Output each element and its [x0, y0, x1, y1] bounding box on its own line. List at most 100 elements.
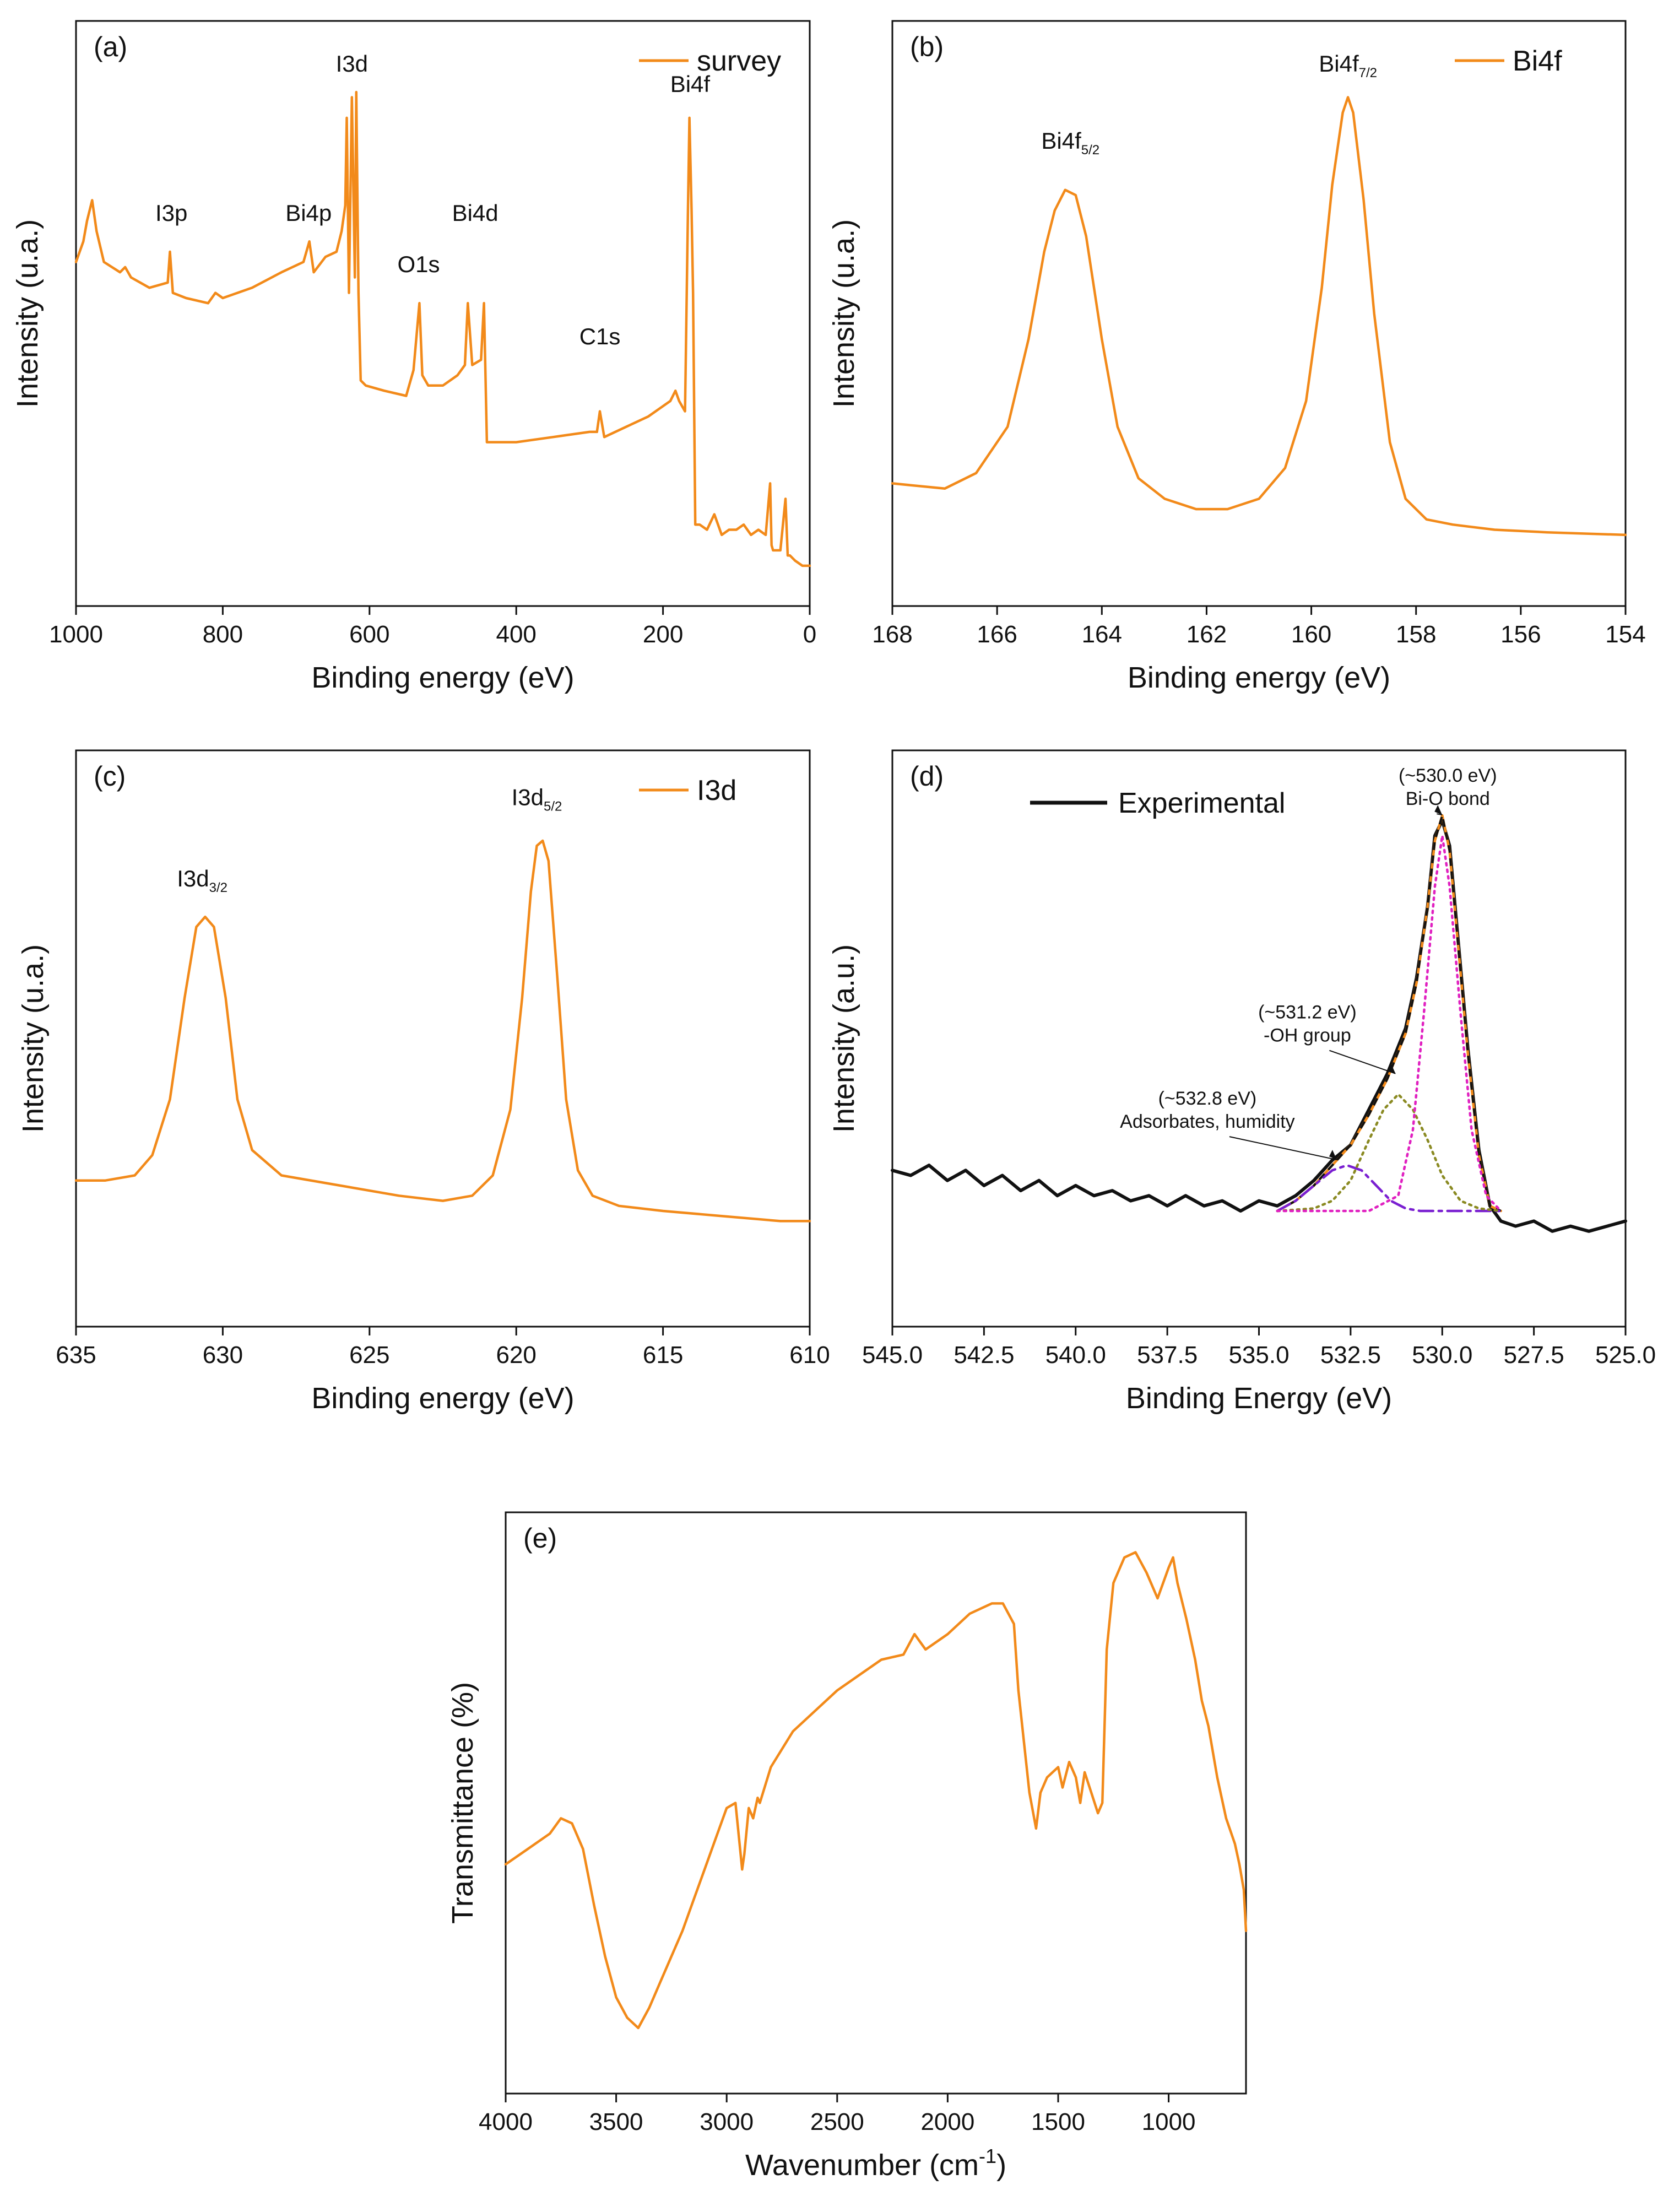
x-tick-label: 610: [789, 1342, 830, 1369]
x-axis-label: Binding energy (eV): [311, 661, 574, 694]
x-axis-label: Wavenumber (cm-1): [745, 2145, 1006, 2182]
peak-annotation: I3p: [155, 200, 187, 226]
peak-annotation: Bi4f7/2: [1319, 51, 1377, 80]
legend-label: Experimental: [1118, 787, 1285, 819]
x-axis-label-sup: -1: [979, 2145, 996, 2167]
x-tick-label: 525.0: [1595, 1342, 1656, 1369]
peak-annotation-subscript: 5/2: [544, 799, 562, 814]
series-line-fit-dashed-overlay: [1276, 815, 1502, 1212]
legend-label: Bi4f: [1513, 45, 1562, 77]
x-tick-label: 532.5: [1320, 1342, 1381, 1369]
x-tick-label: 0: [803, 621, 816, 648]
series-line-survey: [74, 90, 811, 567]
legend-label: survey: [697, 45, 781, 77]
x-tick-label: 542.5: [954, 1342, 1014, 1369]
x-tick-label: 535.0: [1228, 1342, 1289, 1369]
x-tick-label: 615: [643, 1342, 683, 1369]
peak-annotation: Bi4d: [452, 200, 499, 226]
plot-frame: [891, 20, 1627, 607]
peak-annotation-assignment: Adsorbates, humidity: [1120, 1111, 1295, 1132]
peak-annotation: I3d: [336, 51, 368, 77]
x-tick-label: 527.5: [1504, 1342, 1564, 1369]
x-tick-label: 4000: [479, 2108, 533, 2135]
chart-panel-a: 1000 800 600 400 200 0 Binding energy (eV) Inte…: [11, 20, 816, 694]
peak-annotation-assignment: Bi-O bond: [1406, 788, 1490, 809]
y-axis-label: Intensity (u.a.): [11, 219, 44, 408]
series-line-i3d: [74, 839, 811, 1223]
peak-annotation-main: Bi4f: [1041, 128, 1081, 154]
chart-panel-b: 168 166 164 162 160 158 156 154 Binding energy (…: [827, 20, 1646, 694]
peak-annotation-arrowhead: [1329, 1150, 1337, 1160]
panel-label: (a): [94, 31, 127, 62]
x-tick-label: 530.0: [1412, 1342, 1472, 1369]
peak-annotation-arrow: [1437, 813, 1443, 816]
peak-annotation: C1s: [579, 323, 621, 349]
peak-annotation: O1s: [398, 251, 440, 277]
y-axis-label: Intensity (u.a.): [827, 219, 860, 408]
x-tick-label: 158: [1396, 621, 1436, 648]
x-tick-label: 630: [203, 1342, 243, 1369]
series-line--531-2-ev-component: [1276, 1093, 1502, 1213]
x-axis-label: Binding Energy (eV): [1126, 1382, 1392, 1415]
peak-annotation-main: Bi4f: [1319, 51, 1359, 77]
x-tick-label: 545.0: [862, 1342, 923, 1369]
panel-label: (e): [523, 1523, 557, 1554]
legend-label: I3d: [697, 775, 736, 807]
peak-annotation: I3d3/2: [177, 866, 227, 895]
peak-annotation-assignment: -OH group: [1264, 1025, 1351, 1046]
peak-annotation: Bi4f5/2: [1041, 128, 1099, 158]
panel-label: (c): [94, 761, 126, 792]
x-tick-label: 2000: [920, 2108, 974, 2135]
x-tick-label: 2500: [810, 2108, 864, 2135]
peak-annotation-subscript: 7/2: [1359, 66, 1377, 80]
plot-frame: [891, 749, 1627, 1328]
x-axis-label: Binding energy (eV): [1128, 661, 1390, 694]
peak-annotation-main: I3d: [512, 785, 544, 810]
peak-annotation-subscript: 3/2: [209, 880, 227, 895]
peak-annotation-energy: (~532.8 eV): [1158, 1088, 1257, 1109]
plot-frame: [75, 20, 811, 607]
peak-annotation-energy: (~531.2 eV): [1258, 1002, 1357, 1023]
peak-annotation-arrowhead: [1434, 805, 1443, 815]
x-tick-label: 540.0: [1045, 1342, 1106, 1369]
peak-annotation-arrowhead: [1388, 1063, 1396, 1074]
x-tick-label: 200: [643, 621, 683, 648]
y-axis-label: Intensity (u.a.): [17, 944, 50, 1133]
x-tick-label: 625: [349, 1342, 389, 1369]
x-tick-label: 1500: [1031, 2108, 1085, 2135]
plot-frame: [505, 1511, 1247, 2095]
x-tick-label: 537.5: [1137, 1342, 1198, 1369]
y-axis-label: Intensity (a.u.): [827, 944, 860, 1133]
x-axis-label-tail: ): [996, 2149, 1006, 2182]
x-tick-label: 164: [1082, 621, 1122, 648]
x-tick-label: 400: [496, 621, 536, 648]
chart-panel-c: 635 630 625 620 615 610 Binding energy (eV) Int…: [17, 749, 830, 1415]
plot-frame: [75, 749, 811, 1328]
x-axis-label: Binding energy (eV): [311, 1382, 574, 1415]
x-tick-label: 620: [496, 1342, 536, 1369]
x-tick-label: 800: [203, 621, 243, 648]
peak-annotation: Bi4f: [670, 71, 711, 97]
series-line-ftir: [504, 1551, 1248, 2030]
peak-annotation: Bi4p: [285, 200, 332, 226]
y-axis-label: Transmittance (%): [446, 1682, 479, 1924]
x-tick-label: 156: [1500, 621, 1541, 648]
series-line--532-8-ev-component: [1276, 1164, 1502, 1213]
panel-label: (d): [910, 761, 944, 792]
series-line-bi4f: [891, 96, 1627, 537]
peak-annotation-subscript: 5/2: [1081, 143, 1099, 158]
x-tick-label: 3500: [589, 2108, 643, 2135]
x-tick-label: 3000: [700, 2108, 754, 2135]
x-tick-label: 635: [56, 1342, 96, 1369]
x-tick-label: 168: [872, 621, 912, 648]
x-tick-label: 1000: [49, 621, 103, 648]
peak-annotation-main: I3d: [177, 866, 209, 891]
x-tick-label: 160: [1291, 621, 1331, 648]
series-line--530-0-ev-component: [1276, 834, 1502, 1213]
chart-panel-e: 4000 3500 3000 2500 2000 1500 1000 Wavenumber (…: [446, 1511, 1248, 2182]
x-tick-label: 600: [349, 621, 389, 648]
chart-panel-d: 545.0 542.5 540.0 537.5 535.0 532.5 530.0 527.5…: [827, 749, 1656, 1415]
peak-annotation: I3d5/2: [512, 785, 562, 814]
peak-annotation-energy: (~530.0 eV): [1399, 765, 1497, 786]
